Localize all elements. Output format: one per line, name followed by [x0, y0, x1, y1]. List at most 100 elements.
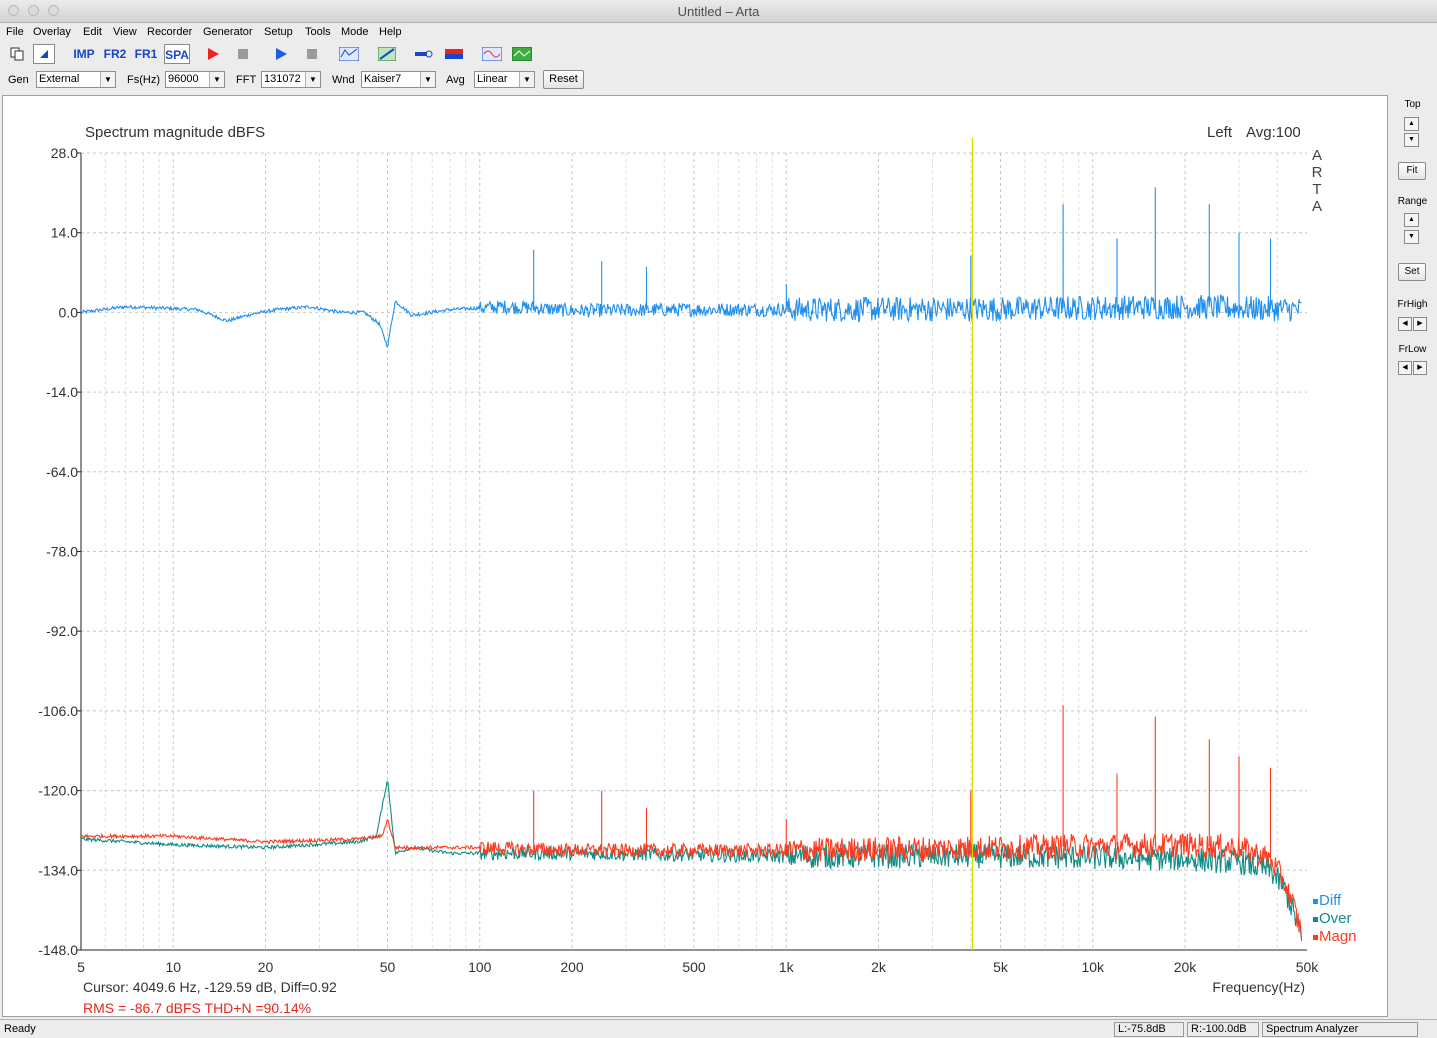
legend-magn: Magn [1319, 928, 1357, 945]
record-start-button[interactable] [202, 44, 224, 64]
stop-icon [307, 49, 317, 59]
y-tick-label: -78.0 [46, 544, 78, 560]
spectrum-chart: 28.0 14.0 0.0 -14.0 -64.0 -78.0 -92.0 -106.0 -12… [38, 124, 1357, 1016]
legend-marker [1313, 917, 1318, 922]
legend-over: Over [1319, 910, 1352, 927]
probe-icon [415, 50, 433, 58]
cursor-readout: Cursor: 4049.6 Hz, -129.59 dB, Diff=0.92 [83, 979, 337, 995]
chevron-right-icon: ▶ [1417, 364, 1423, 371]
chevron-right-icon: ▶ [1417, 320, 1423, 327]
fr1-mode-button[interactable]: FR1 [134, 47, 158, 61]
range-up-button[interactable]: ▲ [1404, 213, 1419, 227]
x-tick-label: 100 [468, 959, 492, 975]
menu-setup[interactable]: Setup [264, 26, 293, 38]
probe-button[interactable] [413, 44, 435, 64]
y-tick-label: -120.0 [38, 783, 78, 799]
avg-label: Avg [446, 74, 465, 86]
menu-help[interactable]: Help [379, 26, 402, 38]
menu-generator[interactable]: Generator [203, 26, 253, 38]
x-tick-label: 10 [165, 959, 181, 975]
top-down-button[interactable]: ▼ [1404, 133, 1419, 147]
frlow-right-button[interactable]: ▶ [1413, 361, 1427, 375]
x-tick-label: 20 [258, 959, 274, 975]
y-tick-label: -64.0 [46, 464, 78, 480]
scale-panel: Top ▲ ▼ Fit Range ▲ ▼ Set FrHigh ◀ ▶ FrL… [1388, 95, 1437, 1015]
wnd-select[interactable]: Kaiser7 ▼ [361, 71, 436, 88]
fs-value: 96000 [168, 73, 199, 85]
range-down-button[interactable]: ▼ [1404, 230, 1419, 244]
y-tick-label: 14.0 [51, 225, 78, 241]
menu-tools[interactable]: Tools [305, 26, 331, 38]
fft-select[interactable]: 131072 ▼ [261, 71, 321, 88]
waveform-button[interactable] [481, 44, 503, 64]
frlow-label: FrLow [1398, 344, 1427, 355]
play-blue-icon [276, 48, 287, 60]
menu-file[interactable]: File [6, 26, 24, 38]
stop-icon [238, 49, 248, 59]
wnd-label: Wnd [332, 74, 355, 86]
spectrum-plot[interactable]: 28.0 14.0 0.0 -14.0 -64.0 -78.0 -92.0 -106.0 -12… [2, 95, 1388, 1017]
copy-button[interactable] [6, 44, 28, 64]
x-tick-label: 5k [993, 959, 1009, 975]
fs-select[interactable]: 96000 ▼ [165, 71, 225, 88]
wnd-value: Kaiser7 [364, 73, 402, 85]
gen-select[interactable]: External ▼ [36, 71, 116, 88]
y-tick-label: -148.0 [38, 942, 78, 958]
y-tick-label: -134.0 [38, 862, 78, 878]
generator-stop-button[interactable] [301, 44, 323, 64]
set-button[interactable]: Set [1398, 263, 1426, 281]
x-tick-label: 20k [1174, 959, 1198, 975]
series-diff-line [80, 187, 1302, 348]
range-label: Range [1397, 196, 1428, 207]
x-axis-label: Frequency(Hz) [1212, 979, 1305, 995]
series-over-line [80, 781, 1303, 939]
top-up-button[interactable]: ▲ [1404, 117, 1419, 131]
y-tick-label: 0.0 [59, 304, 79, 320]
play-red-icon [208, 48, 219, 60]
x-tick-label: 50 [380, 959, 396, 975]
measure-button[interactable] [376, 44, 398, 64]
legend-marker [1313, 935, 1318, 940]
menu-overlay[interactable]: Overlay [33, 26, 71, 38]
frhigh-label: FrHigh [1397, 299, 1428, 310]
frhigh-right-button[interactable]: ▶ [1413, 317, 1427, 331]
status-mode: Spectrum Analyzer [1262, 1022, 1418, 1037]
menu-recorder[interactable]: Recorder [147, 26, 193, 38]
avg-select[interactable]: Linear ▼ [474, 71, 535, 88]
fs-label: Fs(Hz) [127, 74, 160, 86]
arta-watermark: A [1312, 198, 1322, 215]
close-window-button[interactable] [8, 5, 19, 16]
title-bar: Untitled – Arta [0, 0, 1437, 23]
scope-button[interactable] [511, 44, 533, 64]
fit-button[interactable]: Fit [1398, 162, 1426, 180]
measure-icon [377, 46, 397, 62]
menu-mode[interactable]: Mode [341, 26, 369, 38]
imp-mode-button[interactable]: IMP [73, 47, 95, 61]
status-ready: Ready [4, 1023, 36, 1035]
chevron-down-icon: ▼ [100, 72, 115, 87]
y-tick-label: -106.0 [38, 703, 78, 719]
abc-button[interactable] [338, 44, 360, 64]
minimize-window-button[interactable] [28, 5, 39, 16]
generator-start-button[interactable] [270, 44, 292, 64]
spa-mode-button[interactable]: SPA [164, 44, 190, 64]
rms-readout: RMS = -86.7 dBFS THD+N =90.14% [83, 1000, 311, 1016]
chevron-down-icon: ▼ [209, 72, 224, 87]
frhigh-left-button[interactable]: ◀ [1398, 317, 1412, 331]
menu-view[interactable]: View [113, 26, 137, 38]
menu-edit[interactable]: Edit [83, 26, 102, 38]
legend-diff: Diff [1319, 892, 1342, 909]
cursor-button[interactable] [33, 44, 55, 64]
menu-bar: File Overlay Edit View Recorder Generato… [0, 23, 1437, 41]
y-tick-label: -92.0 [46, 623, 78, 639]
zoom-window-button[interactable] [48, 5, 59, 16]
fr2-mode-button[interactable]: FR2 [103, 47, 127, 61]
reset-button[interactable]: Reset [543, 70, 584, 89]
bar-button[interactable] [443, 44, 465, 64]
legend-marker [1313, 899, 1318, 904]
scope-icon [511, 46, 533, 62]
frlow-left-button[interactable]: ◀ [1398, 361, 1412, 375]
copy-icon [10, 47, 24, 61]
x-tick-label: 1k [779, 959, 795, 975]
record-stop-button[interactable] [232, 44, 254, 64]
